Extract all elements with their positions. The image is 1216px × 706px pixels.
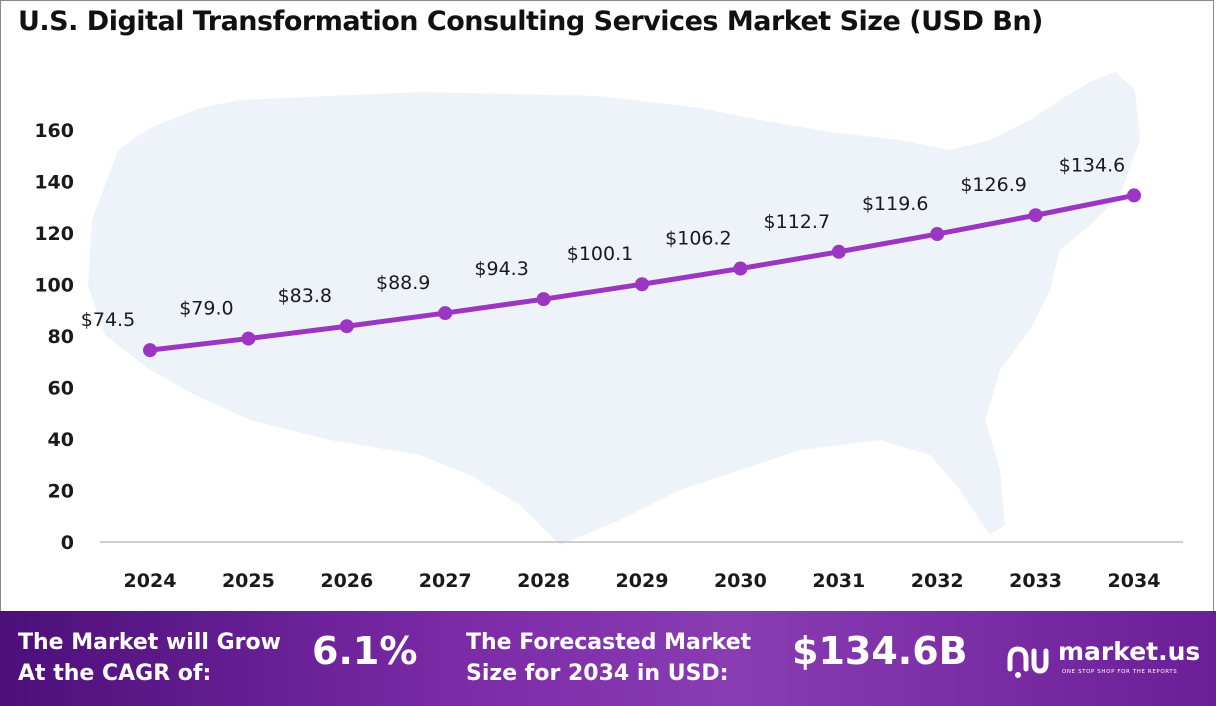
chart-title: U.S. Digital Transformation Consulting S…: [18, 6, 1043, 37]
data-point: [438, 306, 453, 321]
x-tick-label: 2030: [714, 570, 767, 592]
logo-icon: [1007, 646, 1049, 678]
data-label: $106.2: [665, 228, 731, 250]
data-point: [635, 277, 649, 292]
y-tick-label: 140: [34, 172, 74, 194]
y-tick-label: 40: [48, 429, 74, 451]
data-point: [1127, 188, 1141, 203]
data-point: [930, 227, 945, 242]
data-point: [831, 244, 846, 259]
cagr-value: 6.1%: [312, 629, 418, 673]
cagr-label: The Market will Grow At the CAGR of:: [18, 627, 281, 689]
forecast-label: The Forecasted Market Size for 2034 in U…: [466, 627, 751, 689]
data-label: $74.5: [81, 309, 135, 331]
cagr-label-line2: At the CAGR of:: [18, 661, 212, 686]
x-tick-label: 2026: [320, 570, 373, 592]
forecast-value: $134.6B: [792, 629, 968, 673]
y-tick-label: 20: [48, 481, 74, 503]
x-tick-label: 2027: [419, 570, 472, 592]
us-map-background: [88, 72, 1140, 545]
logo-text: market.us: [1058, 637, 1201, 666]
y-tick-label: 80: [48, 326, 74, 348]
cagr-label-line1: The Market will Grow: [18, 630, 281, 655]
data-label: $94.3: [474, 258, 528, 280]
x-tick-label: 2028: [517, 570, 570, 592]
data-point: [339, 319, 354, 334]
x-axis-ticks: 2024 2025 2026 2027 2028 2029 2030 2031 2032 2033…: [124, 570, 1161, 592]
data-label: $112.7: [764, 211, 830, 233]
x-tick-label: 2029: [616, 570, 669, 592]
data-point: [1028, 208, 1043, 223]
x-tick-label: 2025: [222, 570, 275, 592]
data-label: $83.8: [278, 285, 332, 307]
forecast-label-line2: Size for 2034 in USD:: [466, 661, 729, 686]
x-tick-label: 2032: [911, 570, 964, 592]
x-tick-label: 2024: [124, 570, 177, 592]
data-point: [143, 343, 157, 358]
data-point: [733, 261, 748, 276]
data-point: [241, 331, 256, 346]
x-tick-label: 2034: [1108, 570, 1161, 592]
data-label: $126.9: [960, 174, 1026, 196]
data-label: $88.9: [376, 272, 430, 294]
forecast-label-line1: The Forecasted Market: [466, 630, 752, 655]
logo-tagline: ONE STOP SHOP FOR THE REPORTS: [1062, 669, 1178, 675]
data-label: $119.6: [862, 193, 928, 215]
x-tick-label: 2033: [1009, 570, 1062, 592]
y-tick-label: 120: [34, 223, 74, 245]
y-tick-label: 100: [34, 275, 74, 297]
series-points: [143, 188, 1141, 358]
data-labels: $74.5 $79.0 $83.8 $88.9 $94.3 $100.1 $106.2 $11…: [81, 154, 1125, 331]
x-tick-label: 2031: [812, 570, 865, 592]
y-tick-label: 160: [34, 120, 74, 142]
y-tick-label: 0: [61, 532, 74, 554]
data-point: [536, 292, 551, 307]
data-label: $79.0: [179, 298, 233, 320]
market-us-logo[interactable]: market.us ONE STOP SHOP FOR THE REPORTS: [1006, 635, 1206, 685]
data-label: $100.1: [567, 243, 633, 265]
data-label: $134.6: [1059, 154, 1125, 176]
y-tick-label: 60: [48, 378, 74, 400]
y-axis-ticks: 0 20 40 60 80 100 120 140 160: [34, 120, 74, 554]
footer-banner: The Market will Grow At the CAGR of: 6.1…: [0, 611, 1216, 706]
